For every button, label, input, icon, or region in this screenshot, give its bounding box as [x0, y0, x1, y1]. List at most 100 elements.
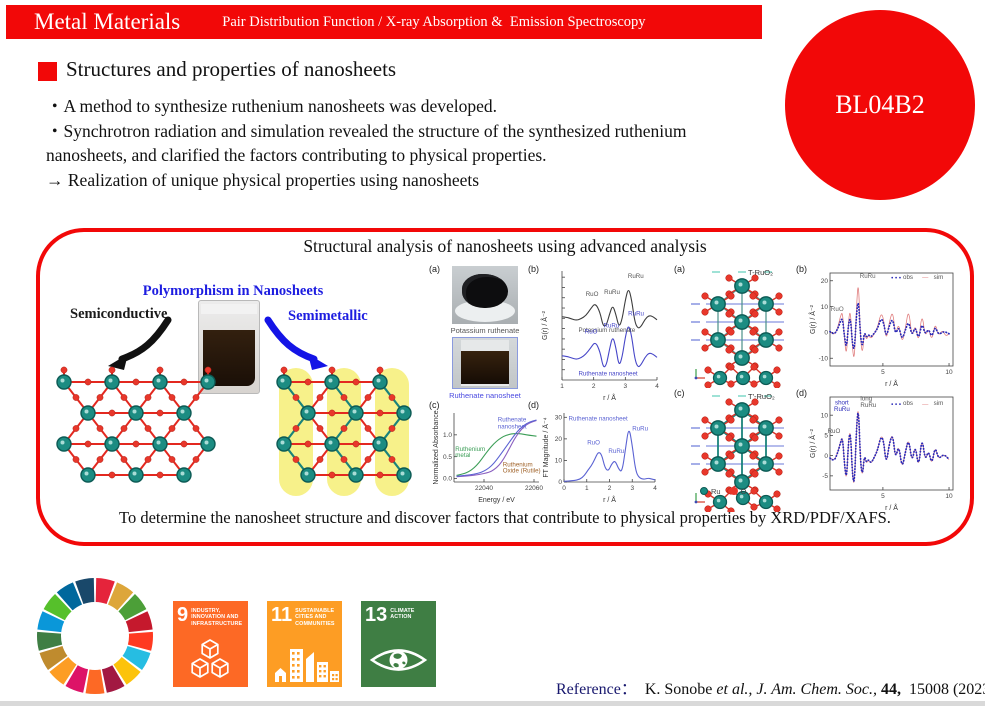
svg-text:RuRu: RuRu — [603, 323, 619, 330]
svg-text:22060: 22060 — [525, 485, 543, 492]
svg-text:RuRu: RuRu — [628, 311, 644, 318]
svg-text:10: 10 — [555, 458, 563, 465]
ruthenate-nanosheet-photo — [452, 337, 518, 389]
sdg-13-header: 13 CLIMATE ACTION — [361, 601, 436, 626]
techniques-subtitle: Pair Distribution Function / X-ray Absor… — [222, 13, 646, 30]
sample-blob — [462, 274, 508, 308]
svg-text:Ruthenate: Ruthenate — [498, 417, 527, 424]
sdg-wheel-icon — [37, 578, 153, 694]
svg-text:Energy / eV: Energy / eV — [478, 497, 515, 504]
svg-text:0.5: 0.5 — [443, 454, 452, 461]
sdg-9-number: 9 — [177, 604, 189, 626]
svg-text:G(r) / Å⁻²: G(r) / Å⁻² — [808, 304, 817, 334]
svg-text:RuO: RuO — [585, 329, 598, 336]
svg-text:RuO: RuO — [586, 291, 599, 298]
semiconductive-arrow-icon — [108, 316, 172, 370]
svg-text:5: 5 — [881, 493, 885, 500]
dish — [455, 300, 515, 322]
svg-text:5: 5 — [881, 369, 885, 376]
svg-text:0: 0 — [824, 453, 828, 460]
beamline-badge: BL04B2 — [785, 10, 975, 200]
bottom-edge-strip — [0, 701, 985, 706]
sdg-13-tile: 13 CLIMATE ACTION — [361, 601, 436, 687]
svg-text:FT Magnitude / Å⁻⁴: FT Magnitude / Å⁻⁴ — [542, 417, 550, 477]
summary-bullets: ・A method to synthesize ruthenium nanosh… — [46, 94, 760, 194]
sdg-11-header: 11 SUSTAINABLE CITIES AND COMMUNITIES — [267, 601, 342, 627]
svg-text:0: 0 — [562, 485, 566, 492]
figure-caption: To determine the nanosheet structure and… — [119, 508, 891, 527]
semiconductive-structure-image — [56, 366, 216, 483]
o-atom-icon — [729, 487, 738, 495]
figure-box-title: Structural analysis of nanosheets using … — [303, 236, 707, 256]
middle-panel-a-label: (a) — [429, 264, 440, 274]
photo-top-caption: Potassium ruthenate — [450, 326, 520, 335]
svg-text:-5: -5 — [822, 473, 828, 480]
svg-text:RuO: RuO — [831, 306, 844, 313]
vial-rim — [201, 304, 257, 314]
sdg-9-title: INDUSTRY, INNOVATION AND INFRASTRUCTURE — [191, 608, 243, 627]
reference-pages: 15008 (2023) — [908, 681, 985, 698]
svg-text:-10: -10 — [819, 355, 829, 362]
sdg-11-tile: 11 SUSTAINABLE CITIES AND COMMUNITIES — [267, 601, 342, 687]
xanes-chart: 22040 22060 0.0 0.5 1.0 Energy / eV Normalized… — [433, 410, 543, 504]
sdg-13-number: 13 — [365, 604, 388, 626]
right-panel-c-label: (c) — [674, 388, 685, 398]
svg-text:RuO: RuO — [587, 439, 600, 446]
beamline-label: BL04B2 — [835, 90, 925, 119]
svg-text:sim: sim — [934, 400, 944, 407]
svg-text:r / Å: r / Å — [885, 503, 898, 512]
semiconductive-label: Semiconductive — [70, 306, 168, 322]
atom-legend: Ru O — [700, 487, 746, 496]
header-bar: Metal Materials Pair Distribution Functi… — [6, 5, 762, 39]
svg-text:r / Å: r / Å — [603, 495, 616, 504]
sdg-13-title: CLIMATE ACTION — [390, 608, 415, 621]
svg-text:Normalized Absorbance: Normalized Absorbance — [433, 410, 440, 484]
svg-text:5: 5 — [824, 433, 828, 440]
vial-liquid — [461, 351, 509, 384]
exafs-ft-chart: 0 1 2 3 4 0 10 20 30 r / Å FT Magnitude / Å⁻⁴ Ruthe… — [542, 413, 657, 504]
t-ruo2-label: T-RuO₂ — [748, 268, 773, 277]
right-panel-a-label: (a) — [674, 264, 685, 274]
svg-text:30: 30 — [555, 415, 563, 422]
middle-panel-b-label: (b) — [528, 264, 539, 274]
svg-text:G(r) / Å⁻²: G(r) / Å⁻² — [540, 310, 549, 340]
svg-text:Oxide (Rutile): Oxide (Rutile) — [503, 467, 541, 474]
polymorphism-heading: Polymorphism in Nanosheets — [142, 283, 324, 299]
summary-title: Structures and properties of nanosheets — [66, 57, 397, 81]
pdf-fit-t-chart: 5 10 -10 0 10 20 r / Å G(r) / Å⁻² RuO RuRu • • • ob… — [808, 272, 954, 388]
t-prime-ruo2-structure-image — [691, 395, 784, 512]
svg-text:1: 1 — [560, 383, 564, 390]
ru-legend-label: Ru — [711, 487, 721, 496]
svg-text:0.0: 0.0 — [443, 476, 452, 483]
svg-text:Ruthenate nanosheet: Ruthenate nanosheet — [578, 370, 637, 377]
svg-text:RuRu: RuRu — [860, 273, 876, 280]
svg-text:4: 4 — [653, 485, 657, 492]
sdg-11-title: SUSTAINABLE CITIES AND COMMUNITIES — [295, 608, 335, 627]
ru-atom-icon — [700, 487, 708, 495]
summary-bullet-3: → Realization of unique physical propert… — [46, 170, 480, 191]
svg-text:0: 0 — [824, 330, 828, 337]
svg-text:long: long — [860, 396, 872, 403]
reference-line: Reference： K. Sonobe et al., J. Am. Chem… — [540, 657, 985, 706]
reference-journal: et al., J. Am. Chem. Soc., — [716, 681, 881, 698]
reference-author: K. Sonobe — [636, 681, 717, 698]
middle-panel-c-label: (c) — [429, 400, 440, 410]
svg-text:4: 4 — [655, 383, 659, 390]
sdg-9-header: 9 INDUSTRY, INNOVATION AND INFRASTRUCTUR… — [173, 601, 248, 627]
t-prime-ruo2-label: T'-RuO₂ — [748, 392, 775, 401]
svg-text:—: — — [922, 401, 929, 408]
summary-bullet-2: ・Synchrotron radiation and simulation re… — [46, 121, 687, 166]
svg-text:RuRu: RuRu — [834, 406, 850, 413]
svg-text:r / Å: r / Å — [885, 379, 898, 388]
svg-text:nanosheet: nanosheet — [498, 423, 527, 430]
semimetallic-label: Semimetallic — [288, 308, 368, 324]
svg-text:RuO: RuO — [828, 428, 841, 435]
svg-text:RuRu: RuRu — [604, 289, 620, 296]
svg-text:0: 0 — [558, 479, 562, 486]
category-title: Metal Materials — [34, 9, 181, 34]
svg-text:10: 10 — [821, 304, 829, 311]
middle-panel-d-label: (d) — [528, 400, 539, 410]
svg-text:3: 3 — [624, 383, 628, 390]
